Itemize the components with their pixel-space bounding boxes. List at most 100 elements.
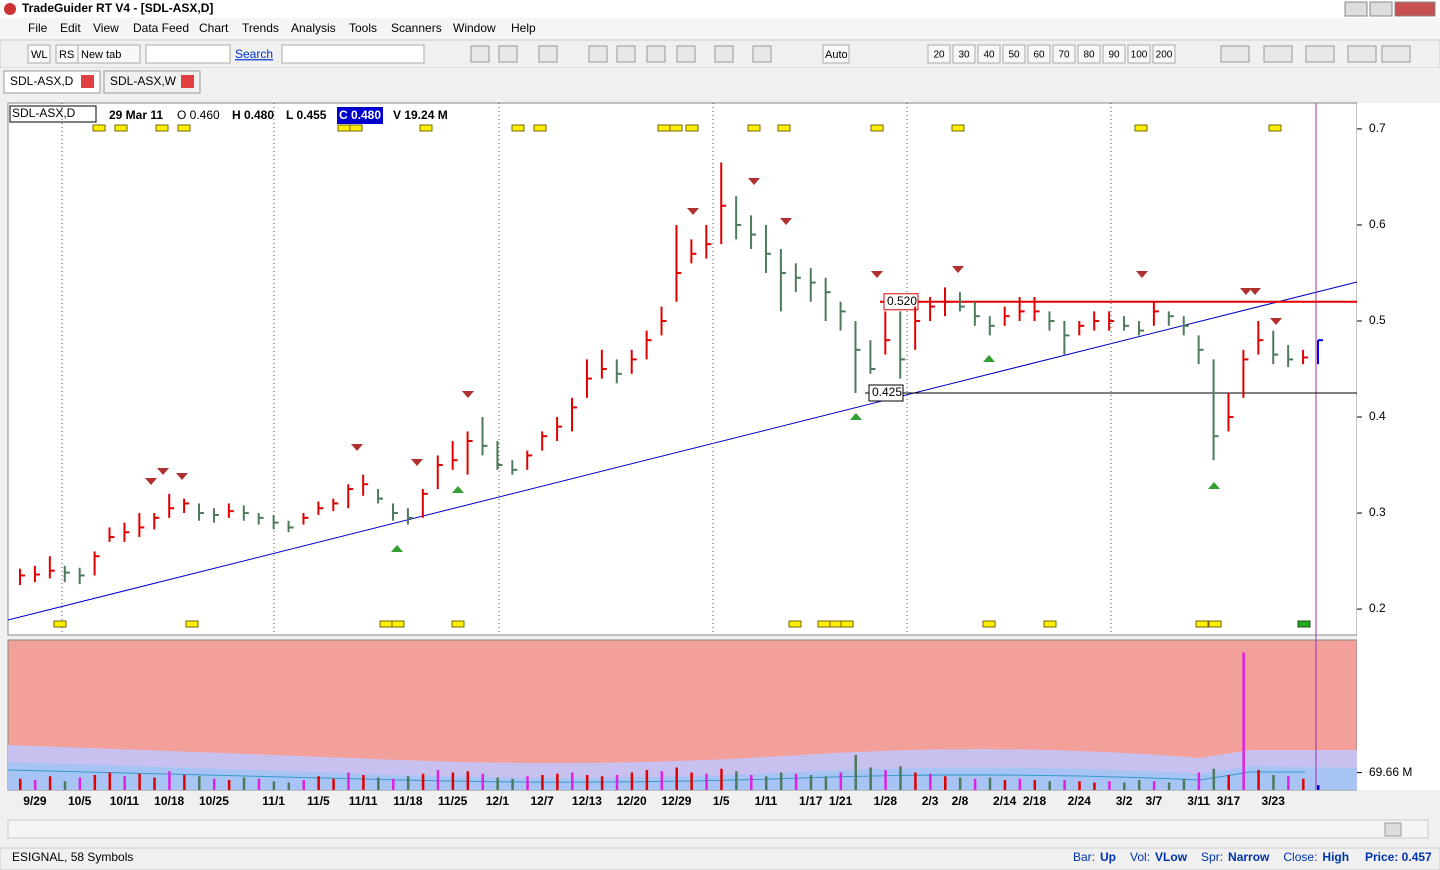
toolbar-icon[interactable] bbox=[1220, 45, 1250, 63]
menu-item[interactable]: View bbox=[93, 21, 119, 35]
toolbar-icon[interactable] bbox=[538, 45, 558, 63]
search-box[interactable] bbox=[145, 44, 231, 64]
volume-bar bbox=[272, 781, 276, 790]
sell-signal bbox=[157, 468, 169, 475]
toolbar-icon[interactable] bbox=[714, 45, 734, 63]
menu-item[interactable]: Chart bbox=[199, 21, 229, 35]
volume-bar bbox=[1123, 782, 1126, 790]
volume-tick-label: 69.66 M bbox=[1369, 765, 1412, 779]
level-box bbox=[883, 293, 919, 311]
volume-bar bbox=[168, 771, 171, 790]
sell-signal bbox=[871, 271, 883, 278]
period-button[interactable] bbox=[977, 44, 1001, 64]
volume-bar bbox=[212, 778, 216, 790]
toolbar-icon[interactable] bbox=[498, 45, 518, 63]
header-item: O 0.460 bbox=[177, 108, 220, 122]
status-label: Close: bbox=[1283, 850, 1317, 864]
search-link[interactable]: Search bbox=[235, 47, 273, 61]
volume-bar bbox=[526, 776, 529, 790]
volume-bar bbox=[899, 766, 902, 790]
symbol-box bbox=[9, 105, 97, 123]
period-button[interactable] bbox=[1152, 44, 1176, 64]
period-label: 90 bbox=[1108, 50, 1120, 61]
menu-item[interactable]: Window bbox=[453, 21, 496, 35]
level-box bbox=[868, 384, 904, 402]
toolbar-icon[interactable] bbox=[676, 45, 696, 63]
menu-item[interactable]: Edit bbox=[60, 21, 81, 35]
menu-item[interactable]: Help bbox=[511, 21, 536, 35]
auto-button[interactable] bbox=[822, 44, 850, 64]
buy-signal bbox=[1208, 482, 1220, 489]
sell-signal bbox=[145, 478, 157, 485]
scrollbar[interactable] bbox=[7, 819, 1429, 839]
volume-bar bbox=[615, 775, 619, 790]
period-button[interactable] bbox=[1127, 44, 1151, 64]
period-button[interactable] bbox=[1002, 44, 1026, 64]
menu-item[interactable]: Data Feed bbox=[133, 21, 189, 35]
volume-bar bbox=[854, 755, 857, 790]
period-button[interactable] bbox=[1027, 44, 1051, 64]
tab-close[interactable] bbox=[181, 75, 194, 88]
close-button[interactable] bbox=[1394, 1, 1436, 17]
toolbar-icon[interactable] bbox=[1305, 45, 1335, 63]
period-button[interactable] bbox=[1102, 44, 1126, 64]
sell-signal bbox=[462, 391, 474, 398]
app-icon bbox=[4, 3, 16, 15]
volume-bar bbox=[287, 782, 291, 790]
indicator-box bbox=[391, 620, 405, 628]
value-axis bbox=[1357, 103, 1440, 790]
menu-item[interactable]: Analysis bbox=[291, 21, 336, 35]
volume-bar bbox=[1182, 778, 1186, 790]
tab-close[interactable] bbox=[81, 75, 94, 88]
tab[interactable] bbox=[103, 70, 201, 94]
volume-bar bbox=[779, 772, 783, 790]
tab[interactable] bbox=[3, 70, 101, 94]
indicator-box bbox=[92, 124, 106, 132]
toolbar-button[interactable] bbox=[77, 44, 141, 64]
price-status: Price: 0.457 bbox=[1365, 850, 1432, 864]
volume-bar bbox=[1137, 780, 1141, 790]
volume-bar bbox=[227, 780, 231, 790]
period-button[interactable] bbox=[927, 44, 951, 64]
maximize-button[interactable] bbox=[1369, 1, 1393, 17]
period-button[interactable] bbox=[1052, 44, 1076, 64]
volume-bar bbox=[556, 773, 559, 790]
menu-item[interactable]: Trends bbox=[242, 21, 279, 35]
trend-line bbox=[7, 281, 1358, 621]
toolbar-icon[interactable] bbox=[1263, 45, 1293, 63]
volume-bar bbox=[511, 778, 514, 790]
sell-signal bbox=[748, 178, 760, 185]
period-button[interactable] bbox=[952, 44, 976, 64]
menu-item[interactable]: Scanners bbox=[391, 21, 442, 35]
toolbar-icon[interactable] bbox=[1381, 45, 1411, 63]
volume-bar bbox=[1152, 781, 1156, 790]
volume-bar bbox=[750, 775, 753, 790]
minimize-button[interactable] bbox=[1344, 1, 1368, 17]
x-tick-label: 3/17 bbox=[1217, 794, 1241, 808]
x-tick-label: 11/5 bbox=[307, 794, 330, 808]
volume-bar bbox=[421, 773, 425, 790]
toolbar-button[interactable] bbox=[27, 44, 51, 64]
volume-bar bbox=[198, 776, 201, 790]
scroll-thumb[interactable] bbox=[1384, 822, 1402, 837]
toolbar-icon[interactable] bbox=[646, 45, 666, 63]
toolbar-icon[interactable] bbox=[588, 45, 608, 63]
menu-item[interactable]: Tools bbox=[349, 21, 377, 35]
toolbar-icon[interactable] bbox=[752, 45, 772, 63]
toolbar-icon[interactable] bbox=[470, 45, 490, 63]
symbol-dropdown[interactable] bbox=[281, 44, 425, 64]
indicator-box bbox=[185, 620, 199, 628]
indicator-box bbox=[177, 124, 191, 132]
volume-bar bbox=[496, 777, 499, 790]
indicator-box bbox=[155, 124, 169, 132]
volume-bar bbox=[138, 773, 141, 790]
y-tick-label: 0.6 bbox=[1369, 217, 1386, 231]
volume-bar bbox=[1242, 652, 1245, 790]
x-tick-label: 11/18 bbox=[393, 794, 423, 808]
menu-item[interactable]: File bbox=[28, 21, 48, 35]
period-button[interactable] bbox=[1077, 44, 1101, 64]
indicator-box bbox=[1134, 124, 1148, 132]
volume-bar bbox=[242, 777, 246, 790]
toolbar-icon[interactable] bbox=[616, 45, 636, 63]
toolbar-icon[interactable] bbox=[1347, 45, 1377, 63]
